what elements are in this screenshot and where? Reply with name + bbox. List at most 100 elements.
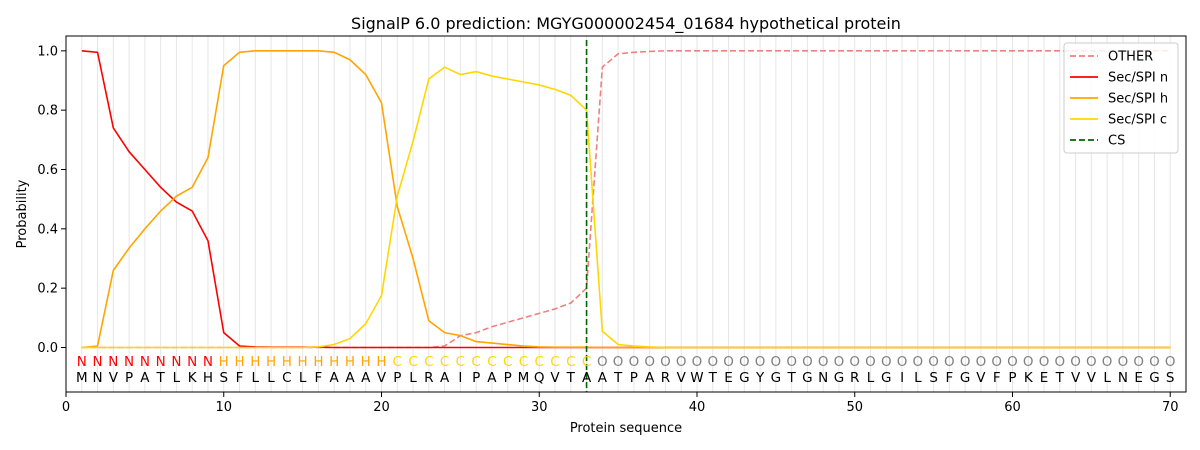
residue-label: T (613, 370, 623, 386)
residue-label: Y (755, 370, 765, 386)
residue-label: G (834, 370, 844, 386)
residue-label: F (993, 370, 1001, 386)
legend-label: Sec/SPI c (1108, 113, 1167, 128)
region-label: O (723, 354, 734, 370)
residue-label: L (299, 370, 307, 386)
residue-label: L (267, 370, 275, 386)
x-tick-label: 50 (846, 400, 863, 415)
residue-label: P (630, 370, 638, 386)
region-label: H (298, 354, 308, 370)
residue-label: N (818, 370, 828, 386)
residue-label: K (188, 370, 198, 386)
region-label: C (566, 354, 575, 370)
region-label: C (519, 354, 528, 370)
legend-label: Sec/SPI h (1108, 92, 1168, 107)
region-label: C (503, 354, 512, 370)
y-tick-label: 1.0 (37, 44, 58, 59)
chart-title: SignalP 6.0 prediction: MGYG000002454_01… (351, 14, 901, 34)
residue-label: N (1118, 370, 1128, 386)
residue-label: G (1149, 370, 1159, 386)
region-label: O (1165, 354, 1176, 370)
region-label: O (1007, 354, 1018, 370)
residue-label: P (472, 370, 480, 386)
region-label: O (818, 354, 829, 370)
residue-label: R (850, 370, 859, 386)
residue-label: H (203, 370, 213, 386)
plot-frame (65, 35, 1187, 393)
residue-label: G (960, 370, 970, 386)
region-label: O (1086, 354, 1097, 370)
residue-label: T (708, 370, 718, 386)
residue-label: A (345, 370, 355, 386)
region-label: N (140, 354, 150, 370)
residue-label: V (550, 370, 560, 386)
region-label: O (629, 354, 640, 370)
residue-label: F (315, 370, 323, 386)
residue-label: A (361, 370, 371, 386)
residue-label: I (900, 370, 904, 386)
region-label: N (77, 354, 87, 370)
residue-label: E (724, 370, 733, 386)
residue-label: M (518, 370, 530, 386)
region-label: C (393, 354, 402, 370)
region-label: O (739, 354, 750, 370)
region-label: O (944, 354, 955, 370)
residue-label: T (566, 370, 576, 386)
residue-label: I (458, 370, 462, 386)
residue-label: V (1087, 370, 1097, 386)
region-label: H (266, 354, 276, 370)
region-label: N (203, 354, 213, 370)
region-label: H (361, 354, 371, 370)
y-axis-ticks: 0.0 0.2 0.4 0.6 0.8 1.0 (37, 44, 66, 356)
residue-label: V (377, 370, 387, 386)
region-label: C (471, 354, 480, 370)
grid-lines (81, 36, 1171, 392)
y-tick-label: 0.2 (37, 282, 58, 297)
region-label: O (1039, 354, 1050, 370)
series-line-other (81, 50, 1171, 349)
residue-label: T (156, 370, 166, 386)
residue-label: C (282, 370, 291, 386)
residue-label: L (1103, 370, 1111, 386)
region-label: O (786, 354, 797, 370)
residue-label: P (504, 370, 512, 386)
residue-label: G (739, 370, 749, 386)
residue-label: V (976, 370, 986, 386)
residue-label: S (1166, 370, 1175, 386)
residue-label: L (914, 370, 922, 386)
residue-label: R (424, 370, 433, 386)
residue-label: A (582, 370, 592, 386)
residue-label: R (661, 370, 670, 386)
region-label: H (282, 354, 292, 370)
region-label: O (692, 354, 703, 370)
x-tick-label: 60 (1004, 400, 1021, 415)
legend-label: OTHER (1108, 50, 1153, 65)
residue-label: Q (534, 370, 545, 386)
y-tick-label: 0.8 (37, 104, 58, 119)
region-label: O (1054, 354, 1065, 370)
residue-label: F (236, 370, 244, 386)
residue-label: K (1024, 370, 1034, 386)
region-label: O (613, 354, 624, 370)
residue-label: P (393, 370, 401, 386)
residue-label: G (771, 370, 781, 386)
y-tick-label: 0.4 (37, 222, 58, 237)
y-axis-label: Probability (15, 179, 30, 248)
residue-label: V (677, 370, 687, 386)
residue-label: A (487, 370, 497, 386)
region-label: N (187, 354, 197, 370)
region-label: O (1102, 354, 1113, 370)
region-label: N (108, 354, 118, 370)
region-label: O (928, 354, 939, 370)
region-label: O (881, 354, 892, 370)
legend-label: Sec/SPI n (1108, 71, 1168, 86)
legend-label: CS (1108, 134, 1125, 149)
region-label: O (960, 354, 971, 370)
residue-label: E (1040, 370, 1049, 386)
residue-label: L (252, 370, 260, 386)
sequence-annotations: NMNNNVNPNANTNLNKNHHSHFHLHLHCHLHFHAHAHAHV… (76, 354, 1176, 386)
region-label: O (834, 354, 845, 370)
region-label: N (171, 354, 181, 370)
region-label: C (487, 354, 496, 370)
